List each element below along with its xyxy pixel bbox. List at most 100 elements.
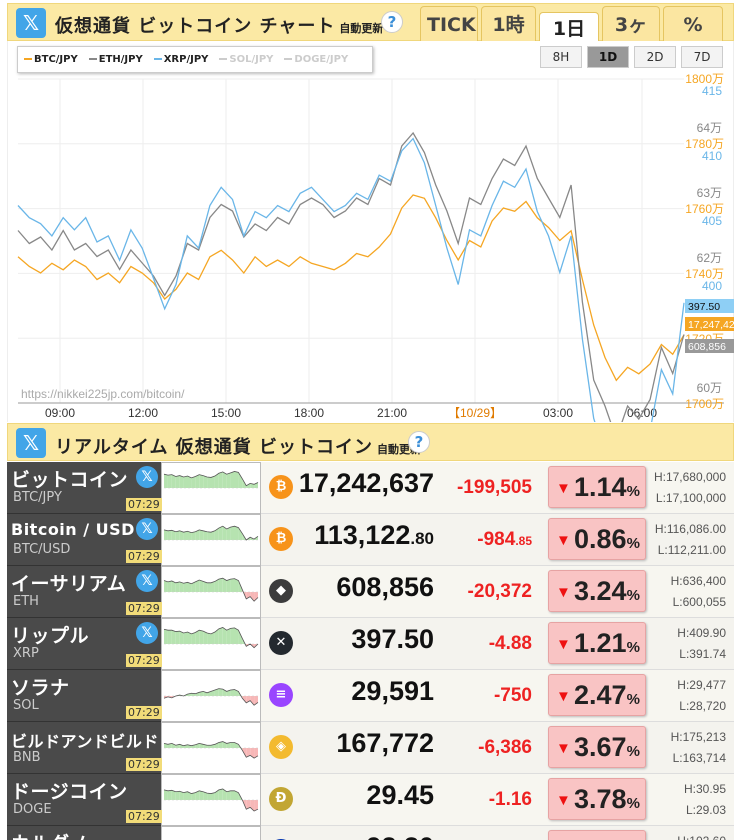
percent-change-badge: ▼3.55% [548, 830, 646, 840]
range-button-8h[interactable]: 8H [540, 46, 582, 68]
mini-chart-fill [195, 474, 200, 488]
mini-chart[interactable] [161, 618, 261, 670]
mini-chart[interactable] [161, 670, 261, 722]
x-share-icon[interactable]: 𝕏 [136, 518, 158, 540]
mini-chart-fill [187, 632, 192, 644]
mini-chart-fill [175, 475, 180, 488]
mini-chart-line [163, 577, 259, 602]
mini-chart-fill [171, 630, 176, 644]
mini-chart[interactable] [161, 566, 261, 618]
mini-chart-fill [246, 748, 251, 758]
series-line-xrp-jpy [17, 137, 685, 422]
mini-chart-fill [183, 632, 188, 644]
coin-name-box[interactable]: リップル XRP 𝕏 [7, 618, 161, 670]
range-button-2d[interactable]: 2D [634, 46, 676, 68]
coin-name-box[interactable]: ビルドアンドビルド BNB [7, 722, 161, 774]
mini-chart-fill [199, 580, 204, 592]
percent-unit: % [626, 483, 640, 500]
tab-2[interactable]: 1日 [539, 12, 599, 42]
mini-chart[interactable] [161, 774, 261, 826]
legend-swatch [153, 58, 162, 60]
price-chart: 09:00 12:00 15:00 18:00 21:00 【10/29】 03:00 06:… [7, 41, 735, 422]
mini-chart-fill [171, 743, 176, 748]
legend-swatch [284, 58, 293, 60]
table-row[interactable]: ビルドアンドビルド BNB 07:29 ◈ 167,772 -6,386 ▼ 3.67% H:1… [7, 722, 734, 774]
coin-name-box[interactable]: ソラナ SOL [7, 670, 161, 722]
legend-item[interactable]: ETH/JPY [88, 54, 143, 65]
low-value: L:391.74 [679, 647, 726, 661]
mini-chart-fill [230, 689, 235, 696]
current-value-tag [685, 299, 734, 313]
mini-chart-fill [214, 473, 219, 488]
table-row[interactable]: Bitcoin / USD BTC/USD 𝕏 07:29 ₿ 113,122.80 -98… [7, 514, 734, 566]
x-share-icon[interactable]: 𝕏 [136, 622, 158, 644]
table-row[interactable]: カルダノADA07:29₳92.30-3.40▼3.55%H:102.60L:9… [7, 826, 734, 840]
change-value: -984.85 [477, 529, 532, 551]
mini-chart-fill [183, 694, 188, 696]
change-value: -6,386 [478, 737, 532, 759]
update-time: 07:29 [126, 706, 162, 719]
range-button-7d[interactable]: 7D [681, 46, 723, 68]
x-share-icon[interactable]: 𝕏 [16, 428, 46, 458]
mini-chart[interactable] [161, 722, 261, 774]
tab-1[interactable]: 1時間 [481, 6, 536, 72]
x-share-icon[interactable]: 𝕏 [136, 466, 158, 488]
mini-chart[interactable] [161, 462, 261, 514]
chart-canvas: 09:00 12:00 15:00 18:00 21:00 【10/29】 03:00 06:… [17, 72, 735, 422]
mini-chart-fill [234, 627, 239, 644]
mini-chart-fill [199, 630, 204, 644]
current-value-label: 17,247,428 [688, 319, 735, 331]
coin-name: ソラナ [11, 677, 70, 699]
mini-chart-fill [199, 790, 204, 800]
legend-label: XRP/JPY [163, 54, 209, 65]
mini-chart[interactable] [161, 514, 261, 566]
mini-chart-fill [226, 790, 231, 800]
tab-3[interactable]: 3ヶ月 [602, 6, 660, 72]
mini-chart-fill [203, 475, 208, 488]
coin-name: イーサリアム [11, 573, 127, 595]
legend-item[interactable]: SOL/JPY [219, 54, 273, 65]
table-row[interactable]: ビットコイン BTC/JPY 𝕏 07:29 ₿ 17,242,637 -199,505 ▼ 1… [7, 462, 734, 514]
coin-symbol: DOGE [13, 802, 52, 817]
mini-chart[interactable] [161, 826, 261, 840]
change-value: -20,372 [468, 581, 532, 603]
mini-chart-fill [226, 579, 231, 592]
legend-item[interactable]: BTC/JPY [24, 54, 78, 65]
mini-chart-fill [175, 581, 180, 592]
help-icon[interactable]: ? [408, 431, 430, 453]
price-integer: 92.30 [366, 832, 434, 840]
mini-chart-fill [167, 580, 172, 592]
mini-chart-line [163, 788, 259, 812]
table-row[interactable]: リップル XRP 𝕏 07:29 ✕ 397.50 -4.88 ▼ 1.21% H:409.90 L… [7, 618, 734, 670]
price-value: 92.30 [366, 832, 434, 840]
current-value-tag [685, 317, 734, 331]
x-share-icon[interactable]: 𝕏 [136, 570, 158, 592]
coin-icon: ≡ [269, 683, 293, 707]
x-tick-label: 03:00 [543, 406, 573, 420]
mini-chart-fill [203, 581, 208, 592]
mini-chart-fill [199, 529, 204, 540]
table-row[interactable]: イーサリアム ETH 𝕏 07:29 ◆ 608,856 -20,372 ▼ 3.24% H:63… [7, 566, 734, 618]
y-tick-eth: 64万 [697, 121, 722, 135]
tab-0[interactable]: TICK [420, 6, 478, 42]
down-arrow-icon: ▼ [556, 688, 571, 705]
coin-name-box[interactable]: カルダノADA [7, 826, 161, 840]
legend-item[interactable]: XRP/JPY [153, 54, 209, 65]
legend-item[interactable]: DOGE/JPY [284, 54, 348, 65]
price-integer: 17,242,637 [298, 468, 434, 498]
mini-chart-fill [195, 529, 200, 540]
x-share-icon[interactable]: 𝕏 [16, 8, 46, 38]
mini-chart-fill [254, 800, 258, 812]
range-button-1d[interactable]: 1D [587, 46, 629, 68]
mini-chart-fill [171, 580, 176, 592]
x-tick-label: 【10/29】 [448, 406, 502, 420]
help-icon[interactable]: ? [381, 11, 403, 33]
table-row[interactable]: ドージコイン DOGE 07:29 Ð 29.45 -1.16 ▼ 3.78% H:30.95 L… [7, 774, 734, 826]
tab-4[interactable]: % [663, 6, 723, 42]
table-row[interactable]: ソラナ SOL 07:29 ≡ 29,591 -750 ▼ 2.47% H:29,477 L:28… [7, 670, 734, 722]
y-tick-btc: 1780万 [685, 137, 724, 151]
mini-chart-fill [167, 474, 172, 488]
percent-change-badge: ▼ 3.78% [548, 778, 646, 820]
percent-change-badge: ▼ 3.24% [548, 570, 646, 612]
mini-chart-fill [207, 476, 211, 488]
